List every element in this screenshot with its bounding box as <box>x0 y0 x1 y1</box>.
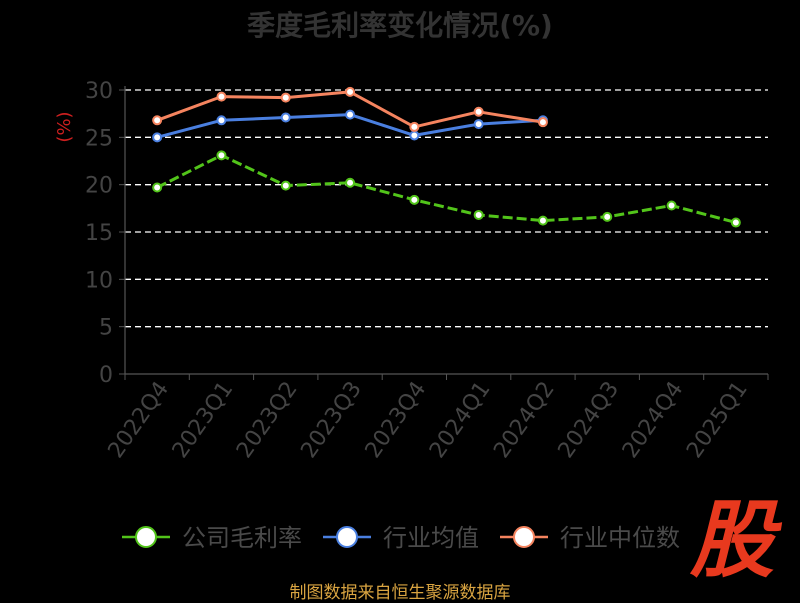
y-tick-label: 10 <box>85 268 113 293</box>
x-tick-label: 2023Q1 <box>168 377 239 463</box>
legend-label: 公司毛利率 <box>182 524 302 552</box>
x-tick-label: 2022Q4 <box>104 377 175 463</box>
legend-marker <box>513 526 535 548</box>
data-point <box>537 215 548 226</box>
data-point <box>280 112 291 123</box>
legend-marker <box>336 526 358 548</box>
brand-logo: 股 <box>690 491 775 589</box>
data-point <box>152 132 163 143</box>
series-line-0 <box>156 153 737 224</box>
x-tick-label: 2023Q4 <box>361 377 432 463</box>
data-point <box>409 121 420 132</box>
y-tick-label: 5 <box>99 316 113 341</box>
chart-title: 季度毛利率变化情况(%) <box>247 9 553 42</box>
y-tick-label: 25 <box>85 126 113 151</box>
x-tick-label: 2024Q2 <box>489 377 560 463</box>
y-tick-label: 15 <box>85 221 113 246</box>
data-point <box>537 117 548 128</box>
y-axis-label: (%) <box>54 111 75 142</box>
x-tick-label: 2024Q4 <box>618 377 689 463</box>
x-tick-label: 2025Q1 <box>682 377 753 463</box>
source-footer: 制图数据来自恒生聚源数据库 <box>289 583 511 603</box>
data-point <box>216 150 227 161</box>
data-point <box>345 177 356 188</box>
x-tick-label: 2024Q1 <box>425 377 496 463</box>
data-point <box>345 86 356 97</box>
legend-marker <box>135 526 157 548</box>
data-point <box>473 106 484 117</box>
x-tick-label: 2023Q2 <box>232 377 303 463</box>
data-point <box>473 119 484 130</box>
y-tick-label: 0 <box>99 363 113 388</box>
data-point <box>152 115 163 126</box>
data-point <box>280 92 291 103</box>
data-point <box>409 194 420 205</box>
y-tick-label: 20 <box>85 174 113 199</box>
legend-label: 行业均值 <box>383 524 479 552</box>
data-point <box>730 217 741 228</box>
data-point <box>666 200 677 211</box>
data-point <box>409 130 420 141</box>
x-tick-label: 2024Q3 <box>554 377 625 463</box>
data-point <box>152 182 163 193</box>
data-point <box>280 180 291 191</box>
x-tick-label: 2023Q3 <box>296 377 367 463</box>
data-point <box>216 115 227 126</box>
y-tick-label: 30 <box>85 79 113 104</box>
data-point <box>602 211 613 222</box>
data-point <box>345 109 356 120</box>
data-point <box>216 91 227 102</box>
data-point <box>473 209 484 220</box>
legend-label: 行业中位数 <box>560 524 680 552</box>
